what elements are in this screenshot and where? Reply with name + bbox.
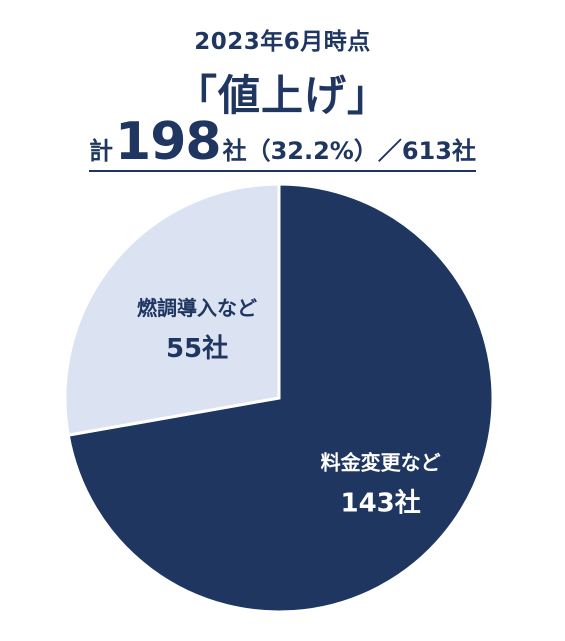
summary-underline: 計198社（32.2%）／613社 — [89, 116, 476, 172]
summary-prefix: 計 — [89, 137, 114, 165]
slice-value-2: 55社 — [166, 333, 228, 364]
slice-value-1: 143社 — [340, 487, 420, 518]
chart-date: 2023年6月時点 — [194, 29, 371, 55]
pie-slices — [63, 182, 495, 614]
summary-count: 198 — [115, 112, 222, 172]
pie-slice-2 — [63, 182, 281, 437]
slice-label-1: 料金変更など — [321, 450, 441, 474]
chart-title: 「値上げ」 — [174, 71, 390, 120]
pie-slice-1 — [66, 182, 495, 614]
pie-labels: 料金変更など 143社 燃調導入など 55社 — [137, 296, 441, 518]
summary-rest: 社（32.2%）／613社 — [222, 137, 476, 165]
summary-line: 計198社（32.2%）／613社 — [0, 116, 565, 172]
slice-label-2: 燃調導入など — [137, 296, 257, 320]
